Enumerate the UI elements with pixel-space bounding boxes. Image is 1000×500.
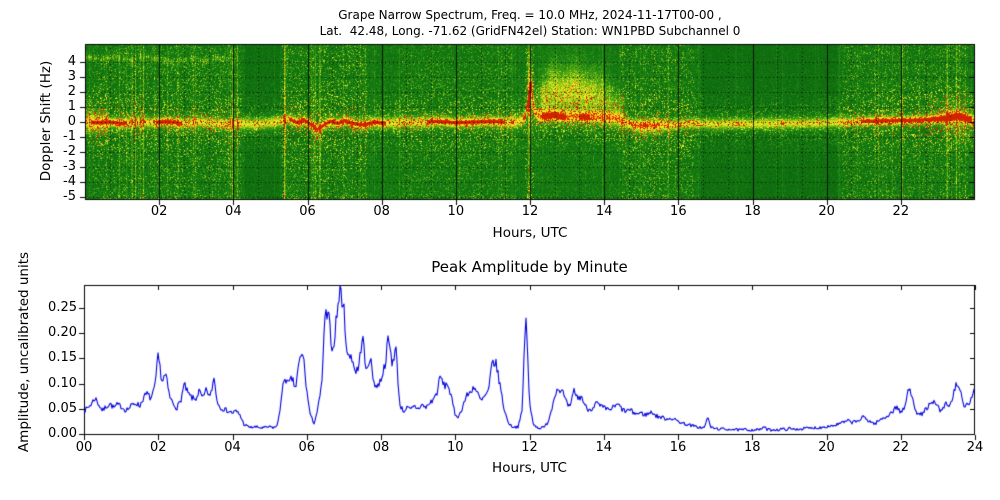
amplitude-xtick-label: 02 (149, 440, 167, 455)
spectrogram-xtick-label: 08 (373, 204, 390, 219)
spectrogram-xtick-label: 18 (744, 204, 761, 219)
spectrogram-plot (78, 43, 982, 206)
spectrogram-ytick-label: -5 (63, 188, 76, 204)
amplitude-ytick-label: 0.00 (48, 426, 77, 441)
amplitude-xtick-label: 00 (75, 440, 93, 455)
spectrogram-xtick-label: 20 (818, 204, 835, 219)
spectrogram-xtick-label: 04 (225, 204, 242, 219)
amplitude-title: Peak Amplitude by Minute (431, 258, 628, 276)
amplitude-ylabel: Amplitude, uncalibrated units (16, 251, 32, 453)
amplitude-xtick-label: 16 (669, 440, 687, 455)
amplitude-ytick-label: 0.25 (48, 299, 77, 315)
amplitude-xtick-label: 14 (595, 440, 613, 455)
amplitude-xtick-label: 18 (743, 440, 761, 455)
amplitude-xtick-label: 10 (446, 440, 464, 455)
spectrogram-xlabel: Hours, UTC (492, 225, 568, 241)
amplitude-xtick-label: 24 (966, 440, 984, 455)
amplitude-xtick-label: 20 (818, 440, 835, 455)
amplitude-xtick-label: 04 (224, 440, 241, 455)
spectrogram-xtick-label: 22 (892, 204, 910, 219)
amplitude-xtick-label: 12 (521, 440, 538, 455)
spectrogram-xtick-label: 10 (447, 204, 465, 219)
amplitude-ytick-label: 0.15 (48, 350, 77, 366)
spectrogram-title-line2: Lat. 42.48, Long. -71.62 (GridFN42el) St… (319, 23, 741, 38)
spectrogram-xtick-label: 12 (521, 204, 539, 219)
spectrogram-xtick-label: 16 (670, 204, 687, 219)
amplitude-xtick-label: 22 (892, 440, 910, 455)
spectrogram-xtick-label: 02 (150, 204, 168, 219)
spectrogram-xtick-label: 06 (299, 204, 316, 219)
spectrogram-ylabel: Doppler Shift (Hz) (38, 60, 54, 182)
amplitude-ytick-label: 0.10 (48, 375, 77, 391)
amplitude-xtick-label: 06 (298, 440, 316, 455)
amplitude-plot (77, 284, 982, 442)
amplitude-ytick-label: 0.20 (48, 325, 77, 341)
spectrogram-title-line1: Grape Narrow Spectrum, Freq. = 10.0 MHz,… (338, 8, 722, 22)
spectrogram-xtick-label: 14 (595, 204, 613, 219)
amplitude-ytick-label: 0.05 (48, 400, 77, 416)
spectrogram-title-block: Grape Narrow Spectrum, Freq. = 10.0 MHz,… (85, 8, 975, 39)
amplitude-xtick-label: 08 (372, 440, 390, 455)
amplitude-xlabel: Hours, UTC (492, 460, 567, 476)
